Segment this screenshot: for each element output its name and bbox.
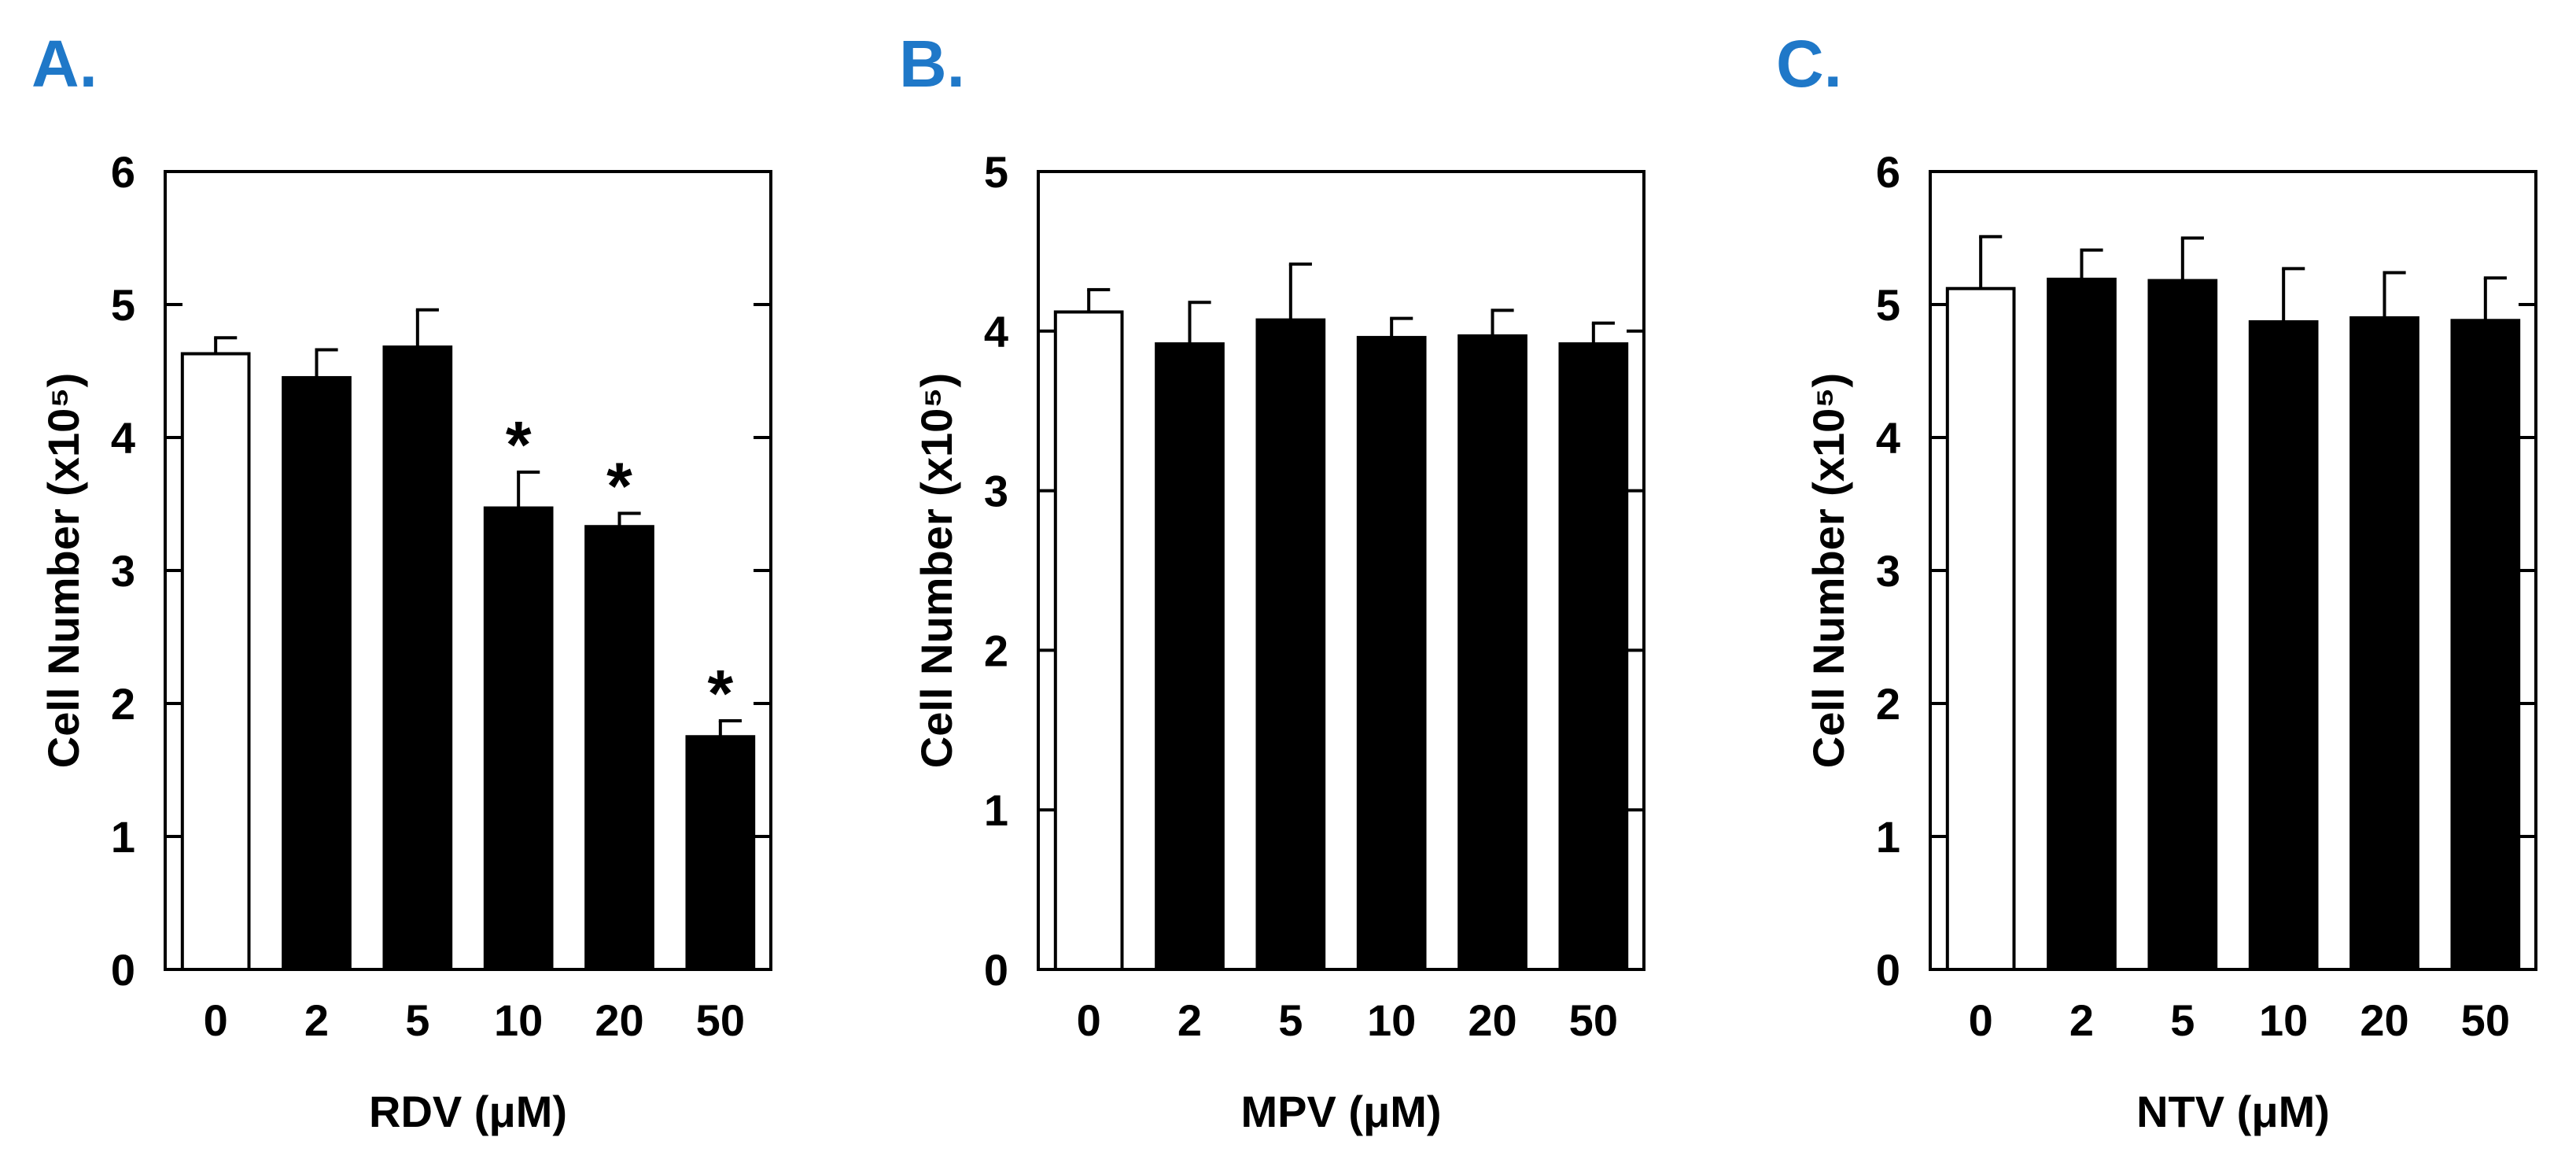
y-tick-label: 3 [111,546,135,596]
bar [1945,286,2016,972]
bar [1458,334,1528,972]
y-axis-title: Cell Number (x10⁵) [912,373,961,768]
bar [1053,310,1124,971]
x-tick-label: 5 [405,995,429,1045]
y-tick-label: 4 [984,307,1008,356]
x-tick-label: 2 [1177,995,1202,1045]
x-tick-label: 10 [2259,995,2308,1045]
bar [282,375,352,971]
x-tick-label: 5 [1278,995,1303,1045]
y-tick-label: 4 [111,413,135,463]
plot-frame [1037,170,1645,971]
x-tick-label: 0 [1969,995,1993,1045]
y-tick-label: 5 [984,147,1008,197]
y-tick-label: 6 [111,147,135,197]
significance-star: * [606,449,632,522]
x-tick-label: 20 [1468,995,1516,1045]
x-axis-title: NTV (μM) [2136,1087,2330,1136]
bar [2047,277,2117,971]
significance-star: * [506,408,532,482]
x-tick-label: 10 [494,995,543,1045]
y-tick-label: 1 [984,785,1008,835]
plot-frame [1929,170,2537,971]
bar [1155,342,1225,971]
x-tick-label: 20 [2360,995,2408,1045]
y-tick-label: 4 [1876,413,1900,463]
chart-panel-3: C. 0 1 2 3 4 5 6 0 2 5 10 20 50 NTV (μM) Cell Number (x… [1776,27,2537,1136]
y-tick-label: 2 [1876,679,1900,729]
y-tick-label: 2 [111,679,135,729]
bar [180,352,251,971]
bar [2450,319,2521,971]
bar [2248,319,2319,972]
x-tick-label: 0 [1077,995,1101,1045]
panel-letter: A. [31,27,98,101]
y-axis-title: Cell Number (x10⁵) [39,373,88,768]
x-tick-label: 5 [2170,995,2195,1045]
bar [1558,342,1629,971]
bar [685,735,756,971]
x-tick-label: 20 [595,995,643,1045]
x-tick-label: 50 [696,995,745,1045]
x-tick-label: 10 [1367,995,1416,1045]
y-tick-label: 5 [1876,280,1900,330]
panel-letter: B. [899,27,965,101]
y-tick-label: 1 [111,812,135,862]
x-tick-label: 50 [2461,995,2510,1045]
bar [584,525,654,971]
x-tick-label: 2 [304,995,329,1045]
bar [1255,318,1326,971]
y-tick-label: 5 [111,280,135,330]
y-tick-label: 0 [111,945,135,995]
x-tick-label: 2 [2069,995,2094,1045]
bar [1356,335,1427,971]
bar [382,345,453,971]
y-tick-label: 3 [1876,546,1900,596]
x-tick-label: 0 [204,995,228,1045]
y-tick-label: 2 [984,626,1008,675]
x-tick-label: 50 [1569,995,1618,1045]
bar [2147,279,2218,971]
panel-letter: C. [1776,27,1842,101]
bar [483,506,554,971]
y-tick-label: 0 [1876,945,1900,995]
x-axis-title: MPV (μM) [1240,1087,1441,1136]
bar [2349,316,2419,971]
significance-star: * [707,656,733,730]
y-tick-label: 6 [1876,147,1900,197]
chart-panel-1: A. 0 1 2 3 4 5 6 0 2 5 * 10 * 20 * 50 RDV (μM) Cell Number… [31,27,772,1136]
y-tick-label: 0 [984,945,1008,995]
y-tick-label: 1 [1876,812,1900,862]
plot-frame [164,170,772,971]
y-tick-label: 3 [984,467,1008,516]
y-axis-title: Cell Number (x10⁵) [1804,373,1853,768]
x-axis-title: RDV (μM) [369,1087,567,1136]
